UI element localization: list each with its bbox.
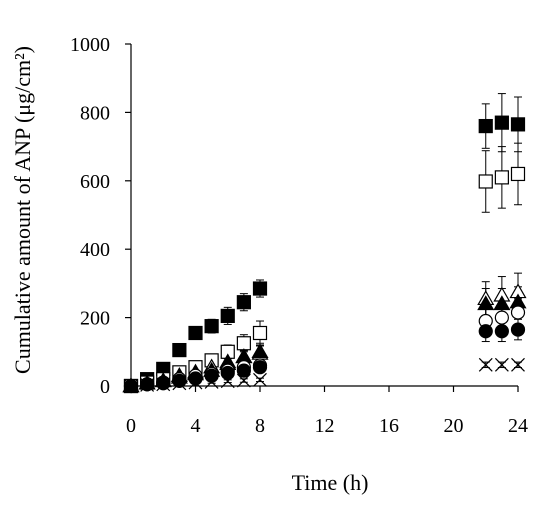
data-point-square-filled [494,115,509,130]
data-point-cross [494,357,509,372]
data-point-circle-filled [236,363,251,378]
data-point-cross [236,373,251,388]
data-point-square-filled [478,118,493,134]
data-point-circle-filled [204,368,219,383]
tick-labels: 0 200 400 600 800 1000 0 4 8 12 16 20 24 [70,34,528,437]
data-point-circle-filled [172,373,187,388]
data-point-circle-filled [156,376,171,391]
data-point-triangle-filled [493,295,511,311]
data-point-square-filled [236,295,251,310]
data-point-circle-open [510,305,526,320]
y-tick-label: 600 [80,171,110,193]
x-tick-label: 8 [255,415,265,437]
data-point-cross [253,372,267,387]
x-axis-label: Time (h) [292,470,369,495]
data-point-square-open [236,336,251,351]
x-tick-label: 16 [379,415,399,437]
y-tick-label: 400 [80,239,110,261]
data-point-cross [124,379,138,393]
plot-axes [125,43,519,392]
data-point-circle-filled [188,371,203,386]
data-point-circle-open [494,310,509,325]
x-tick-label: 12 [315,415,335,437]
data-point-square-open [510,166,526,182]
data-point-triangle-filled [477,295,495,311]
data-point-cross [172,376,187,391]
data-point-square-filled [204,319,219,334]
data-point-cross [478,357,493,372]
y-tick-label: 0 [100,376,110,398]
data-point-square-filled [220,308,235,323]
data-point-triangle-filled [251,343,269,359]
x-tick-label: 24 [508,415,528,437]
data-point-cross [156,377,171,392]
data-point-square-filled [188,325,203,341]
data-point-square-open [252,325,268,341]
y-axis-label: Cumulative amount of ANP (μg/cm²) [10,46,35,374]
data-point-cross [220,374,235,389]
data-point-cross [511,357,525,372]
x-tick-label: 0 [126,415,136,437]
data-point-square-open [478,174,493,189]
data-point-circle-filled [252,360,268,375]
x-tick-label: 20 [444,415,464,437]
data-point-cross [188,375,203,390]
data-point-square-filled [252,281,268,296]
data-point-square-open [494,170,509,185]
error-bars [143,93,522,387]
data-point-square-filled [510,117,526,132]
y-tick-label: 200 [80,308,110,330]
y-tick-label: 1000 [70,34,110,56]
data-point-circle-filled [220,365,235,381]
data-point-circle-filled [494,324,509,339]
data-point-circle-filled [510,322,526,337]
data-point-circle-filled [478,324,493,339]
data-markers [122,115,527,394]
data-point-cross [204,374,219,389]
data-point-square-filled [172,342,187,358]
y-tick-label: 800 [80,102,110,124]
data-point-cross [140,378,155,392]
x-tick-label: 4 [191,415,201,437]
